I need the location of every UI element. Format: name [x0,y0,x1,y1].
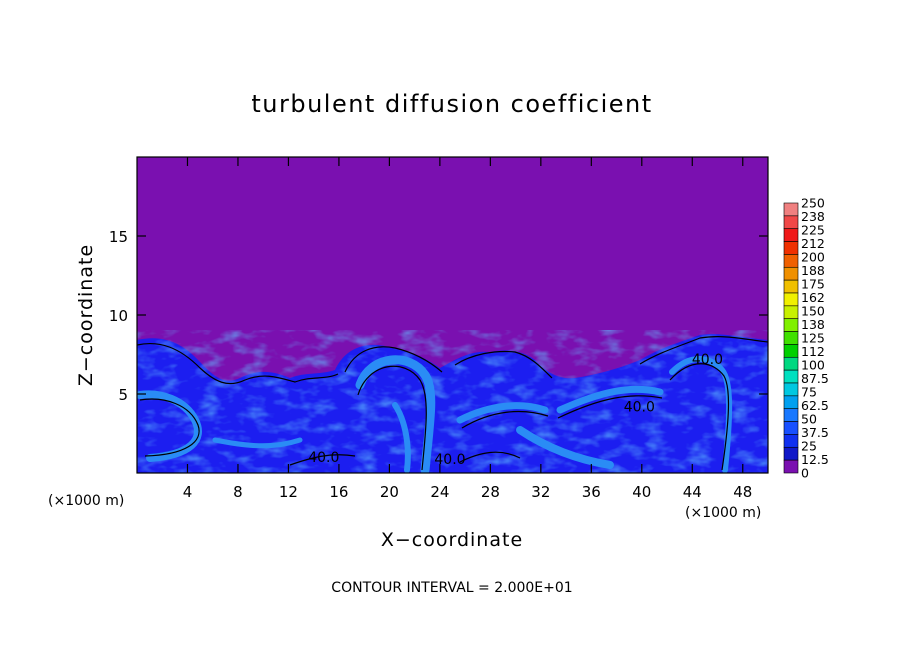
colorbar-label: 112 [801,344,825,359]
colorbar: 2502382252122001881751621501381251121008… [783,196,829,481]
colorbar-swatch [783,344,799,358]
contour-label: 40.0 [692,352,723,368]
colorbar-label: 50 [801,412,817,427]
y-ticks: 5 10 15 [109,228,768,404]
colorbar-swatch [783,318,799,332]
colorbar-swatch [783,369,799,384]
y-tick-label: 5 [118,386,128,404]
colorbar-swatch [783,408,799,422]
contour-lines [137,336,768,471]
colorbar-swatch [783,215,799,230]
x-tick-label: 44 [683,483,702,501]
x-tick-label: 28 [481,483,500,501]
contour-label: 40.0 [624,400,655,416]
colorbar-swatch [783,356,799,371]
x-tick-label: 32 [531,483,550,501]
colorbar-swatch [783,292,799,307]
colorbar-swatch [783,459,799,474]
colorbar-swatch [783,421,799,435]
x-tick-label: 8 [233,483,243,501]
colorbar-label: 75 [801,385,817,400]
contour-interval-note: CONTOUR INTERVAL = 2.000E+01 [331,580,572,596]
contour-labels: 40.0 40.0 40.0 40.0 [308,352,723,468]
colorbar-swatch [783,395,799,410]
colorbar-label: 100 [801,358,825,373]
colorbar-label: 162 [801,290,825,305]
colorbar-label: 188 [801,263,825,278]
colorbar-swatch [783,446,799,461]
colorbar-label: 225 [801,223,825,238]
colorbar-label: 150 [801,304,825,319]
colorbar-label: 12.5 [801,452,829,467]
y-tick-label: 10 [109,307,128,325]
colorbar-label: 238 [801,209,825,224]
colorbar-label: 175 [801,277,825,292]
x-ticks: 4 8 12 16 20 24 28 32 36 40 44 48 [183,157,752,501]
colorbar-swatch [783,305,799,320]
colorbar-label: 87.5 [801,371,829,386]
colorbar-swatch [783,279,799,294]
colorbar-label: 62.5 [801,398,829,413]
x-tick-label: 4 [183,483,193,501]
x-unit-left: (×1000 m) [48,493,124,509]
chart-title: turbulent diffusion coefficient [251,90,652,118]
x-tick-label: 20 [380,483,399,501]
colorbar-swatch [783,241,799,255]
y-axis-label: Z−coordinate [75,244,97,386]
x-tick-label: 36 [582,483,601,501]
colorbar-swatch [783,434,799,448]
colorbar-swatch [783,254,799,268]
colorbar-swatch [783,228,799,242]
colorbar-label: 138 [801,317,825,332]
x-tick-label: 48 [733,483,752,501]
colorbar-label: 125 [801,331,825,346]
colorbar-label: 200 [801,250,825,265]
colorbar-swatch [783,266,799,281]
x-unit-right: (×1000 m) [685,505,761,521]
contour-label: 40.0 [434,452,465,468]
y-tick-label: 15 [109,228,128,246]
colorbar-label: 212 [801,236,825,251]
turbulence-texture [137,330,768,473]
x-axis-label: X−coordinate [381,529,523,551]
colorbar-label: 0 [801,466,809,481]
colorbar-swatch [783,202,799,217]
plume-streaks [137,355,733,473]
x-tick-label: 24 [430,483,449,501]
contour-label: 40.0 [308,450,339,466]
x-tick-label: 16 [329,483,348,501]
colorbar-swatch [783,331,799,345]
colorbar-label: 250 [801,196,825,211]
colorbar-label: 25 [801,439,817,454]
colorbar-swatch [783,382,799,397]
colorbar-label: 37.5 [801,425,829,440]
x-tick-label: 40 [632,483,651,501]
x-tick-label: 12 [279,483,298,501]
